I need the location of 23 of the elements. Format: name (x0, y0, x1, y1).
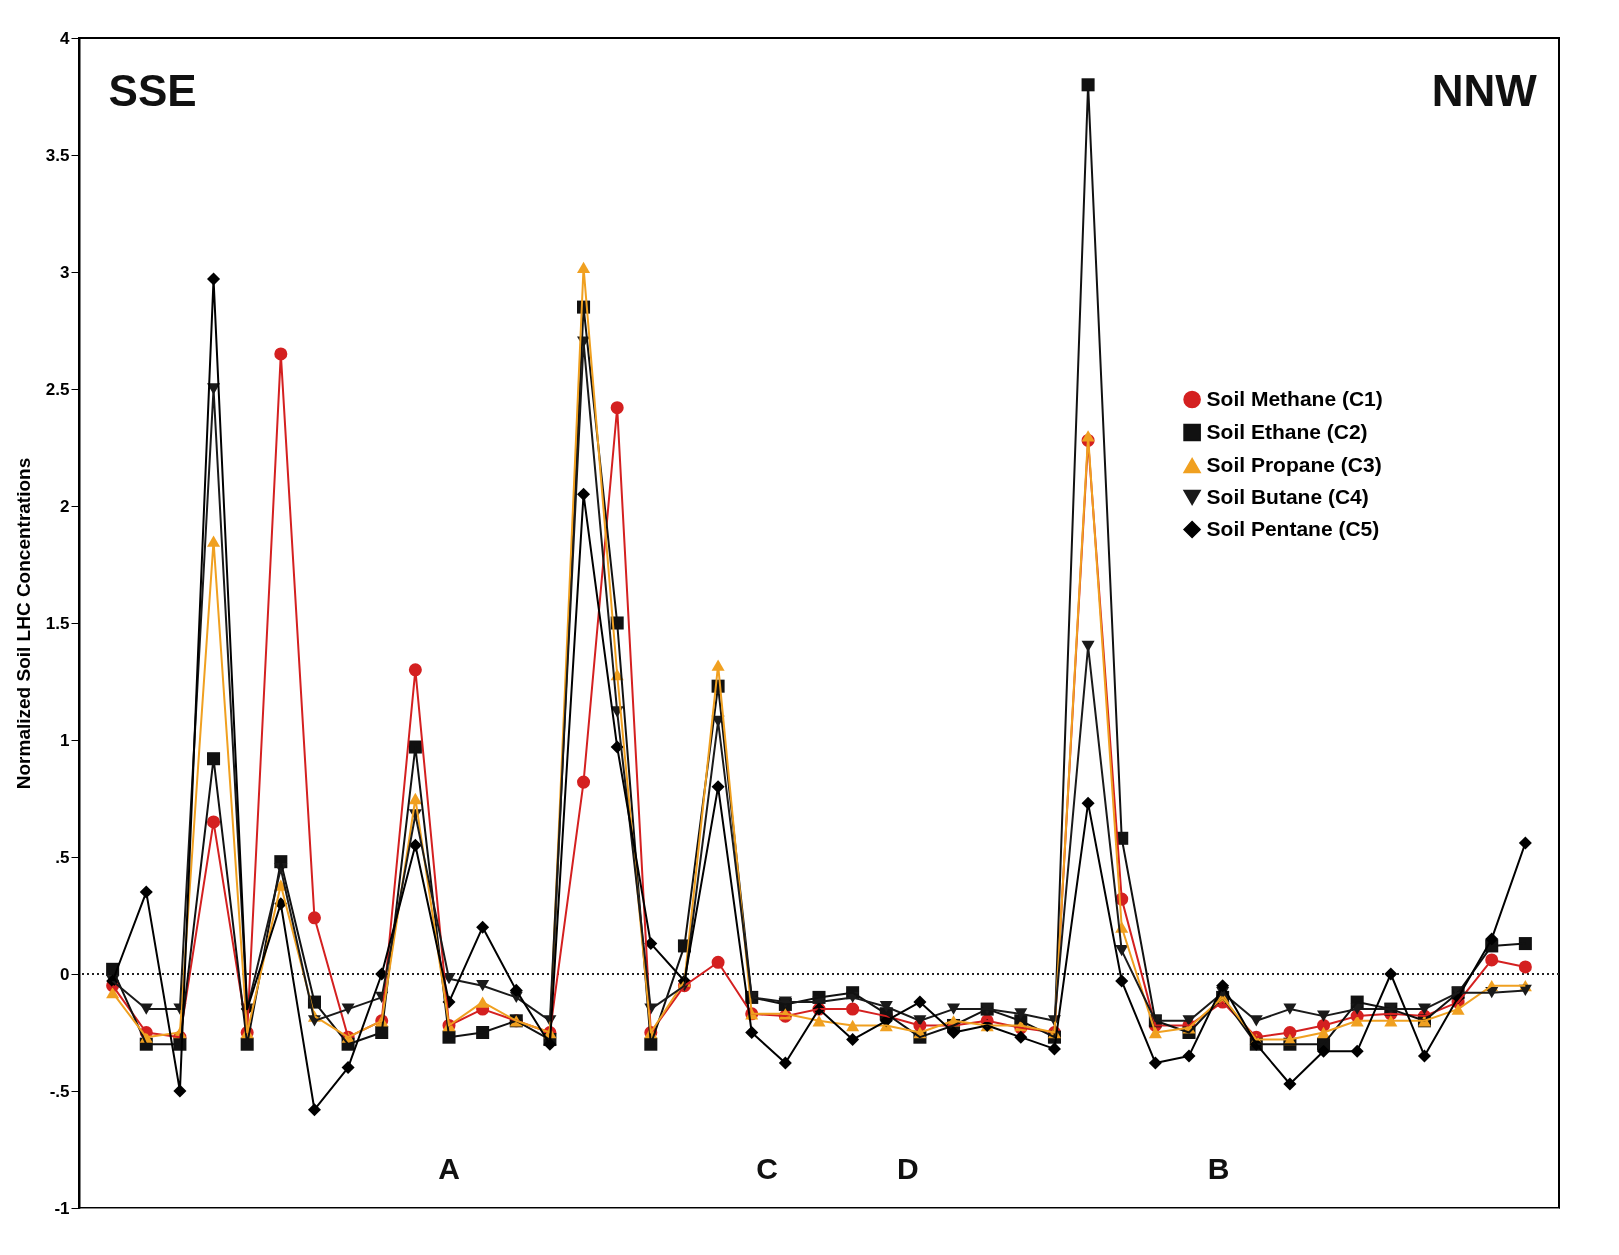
legend-label: Soil Pentane (C5) (1206, 516, 1380, 540)
legend-label: Soil Methane (C1) (1206, 386, 1383, 410)
y-axis-title: Normalized Soil LHC Concentrations (12, 457, 34, 790)
y-tick-label: .5 (55, 847, 70, 867)
y-tick-label: 1 (60, 730, 70, 750)
y-tick-label: 1.5 (45, 613, 70, 633)
y-tick-label: 2.5 (45, 379, 70, 399)
y-tick-label: 4 (60, 28, 71, 48)
y-tick-label: 3 (60, 262, 70, 282)
annotation: NNW (1431, 65, 1538, 115)
y-tick-label: 0 (60, 964, 70, 984)
y-tick-label: 2 (60, 496, 70, 516)
legend-label: Soil Butane (C4) (1206, 484, 1369, 508)
y-tick-label: -.5 (49, 1081, 70, 1101)
y-tick-label: 3.5 (45, 145, 70, 165)
annotation: B (1207, 1152, 1230, 1186)
legend-label: Soil Propane (C3) (1206, 452, 1382, 476)
legend-label: Soil Ethane (C2) (1206, 419, 1368, 443)
annotation: C (756, 1152, 779, 1186)
y-tick-label: -1 (54, 1198, 70, 1218)
annotation: D (896, 1152, 919, 1186)
annotation: SSE (108, 65, 197, 115)
annotation: A (438, 1152, 460, 1186)
